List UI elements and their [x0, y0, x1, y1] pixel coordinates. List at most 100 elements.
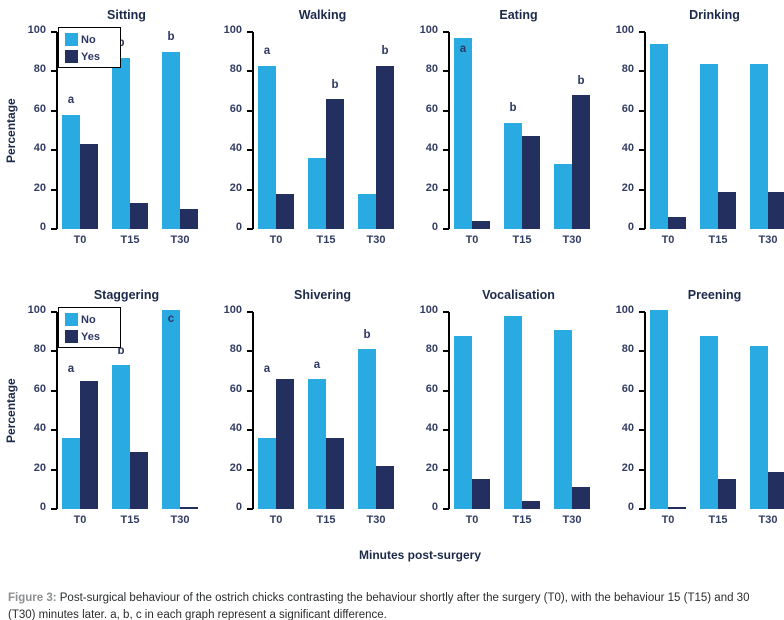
- bar-no-t0: [258, 438, 276, 509]
- y-tick-label: 80: [621, 63, 634, 76]
- y-tick-mark: [247, 468, 253, 471]
- x-tick-label: T15: [316, 514, 336, 526]
- y-tick-mark: [639, 350, 645, 353]
- x-tick-label: T0: [269, 514, 283, 526]
- x-tick-label: T15: [512, 514, 532, 526]
- y-tick-mark: [51, 311, 57, 313]
- chart-row-2: Staggering Percentage 100 80 60 40 20 0 T0 T15 T30…: [0, 282, 784, 550]
- bar-no-t15: [308, 378, 326, 509]
- bar-no-t0: [650, 310, 668, 509]
- y-tick-mark: [247, 389, 253, 392]
- significance-label: b: [509, 102, 517, 115]
- chart-sitting: Sitting Percentage 100 80 60 40 20 0 T0 T15 T30 a b b…: [0, 2, 198, 270]
- bar-no-t0: [62, 114, 80, 229]
- y-tick-mark: [639, 311, 645, 313]
- bar-yes-t15: [522, 136, 540, 229]
- plot-area-shivering: 100 80 60 40 20 0 T0 T15 T30 a a b: [224, 304, 394, 526]
- y-tick-mark: [639, 70, 645, 73]
- plot-area-eating: 100 80 60 40 20 0 T0 T15 T30 a b b: [420, 24, 590, 246]
- chart-title-shivering: Shivering: [294, 288, 351, 302]
- x-tick-label: T0: [661, 514, 675, 526]
- y-tick-mark: [247, 311, 253, 313]
- y-tick-mark: [247, 350, 253, 353]
- y-tick-label: 20: [621, 461, 634, 474]
- significance-label: a: [67, 94, 75, 107]
- chart-staggering: Staggering Percentage 100 80 60 40 20 0 T0 T15 T30…: [0, 282, 198, 550]
- x-tick-label: T30: [758, 234, 778, 246]
- y-tick-label: 20: [621, 181, 634, 194]
- bar-yes-t0: [668, 217, 686, 229]
- y-tick-mark: [247, 70, 253, 73]
- x-tick-label: T0: [661, 234, 675, 246]
- bar-yes-t30: [180, 507, 198, 509]
- chart-shivering: Shivering 100 80 60 40 20 0 T0 T15 T30 a a b: [196, 282, 394, 550]
- y-tick-label: 100: [223, 304, 242, 316]
- x-tick-label: T0: [465, 234, 479, 246]
- y-tick-label: 40: [621, 422, 634, 435]
- legend-swatch-yes: [65, 330, 78, 343]
- y-tick-mark: [639, 188, 645, 191]
- y-tick-mark: [443, 109, 449, 112]
- x-tick-label: T30: [562, 234, 582, 246]
- y-tick-label: 40: [33, 142, 46, 155]
- x-tick-label: T15: [120, 234, 140, 246]
- plot-area-staggering: 100 80 60 40 20 0 T0 T15 T30 a b c No Yes: [28, 304, 198, 526]
- y-tick-mark: [443, 188, 449, 191]
- y-tick-mark: [443, 31, 449, 33]
- x-tick-label: T30: [170, 514, 190, 526]
- chart-title-vocalisation: Vocalisation: [482, 288, 555, 302]
- chart-row-1: Sitting Percentage 100 80 60 40 20 0 T0 T15 T30 a b b…: [0, 2, 784, 270]
- y-tick-mark: [639, 468, 645, 471]
- bar-yes-t0: [276, 378, 294, 509]
- significance-label: b: [577, 74, 585, 87]
- y-tick-mark: [51, 429, 57, 432]
- chart-title-staggering: Staggering: [93, 288, 160, 302]
- y-tick-label: 40: [425, 142, 438, 155]
- y-tick-label: 80: [425, 343, 438, 356]
- y-tick-mark: [51, 31, 57, 33]
- significance-label: b: [331, 78, 339, 91]
- y-tick-label: 60: [229, 102, 242, 115]
- y-tick-mark: [639, 109, 645, 112]
- y-tick-label: 80: [229, 343, 242, 356]
- y-tick-label: 100: [419, 304, 438, 316]
- bar-no-t0: [258, 65, 276, 229]
- y-tick-label: 40: [621, 142, 634, 155]
- y-tick-label: 0: [431, 501, 438, 513]
- y-tick-mark: [443, 149, 449, 152]
- y-tick-mark: [51, 70, 57, 73]
- legend-label-yes: Yes: [81, 50, 100, 63]
- x-tick-label: T15: [120, 514, 140, 526]
- x-tick-label: T30: [366, 234, 386, 246]
- legend-swatch-no: [65, 313, 78, 326]
- bar-no-t30: [162, 310, 180, 509]
- y-tick-mark: [443, 228, 449, 230]
- bar-yes-t30: [180, 209, 198, 229]
- bar-yes-t0: [276, 193, 294, 229]
- bar-no-t0: [454, 37, 472, 229]
- y-tick-mark: [639, 31, 645, 33]
- bar-yes-t30: [572, 95, 590, 229]
- x-tick-label: T15: [316, 234, 336, 246]
- y-tick-mark: [443, 311, 449, 313]
- y-tick-label: 0: [627, 221, 634, 233]
- y-tick-mark: [443, 468, 449, 471]
- y-tick-label: 20: [425, 461, 438, 474]
- x-tick-label: T30: [562, 514, 582, 526]
- y-tick-label: 20: [229, 181, 242, 194]
- legend-label-no: No: [81, 33, 96, 46]
- y-tick-label: 20: [425, 181, 438, 194]
- bar-yes-t30: [572, 487, 590, 509]
- y-tick-label: 20: [229, 461, 242, 474]
- legend-swatch-yes: [65, 50, 78, 63]
- x-tick-label: T0: [73, 234, 87, 246]
- y-tick-label: 80: [425, 63, 438, 76]
- legend-item-yes: Yes: [65, 50, 120, 63]
- bar-yes-t0: [472, 221, 490, 229]
- y-tick-label: 60: [425, 102, 438, 115]
- plot-area-sitting: 100 80 60 40 20 0 T0 T15 T30 a b b No Yes: [28, 24, 198, 246]
- y-tick-label: 0: [627, 501, 634, 513]
- bar-no-t15: [112, 57, 130, 229]
- y-axis-label: Percentage: [4, 98, 18, 163]
- significance-label: a: [263, 45, 271, 58]
